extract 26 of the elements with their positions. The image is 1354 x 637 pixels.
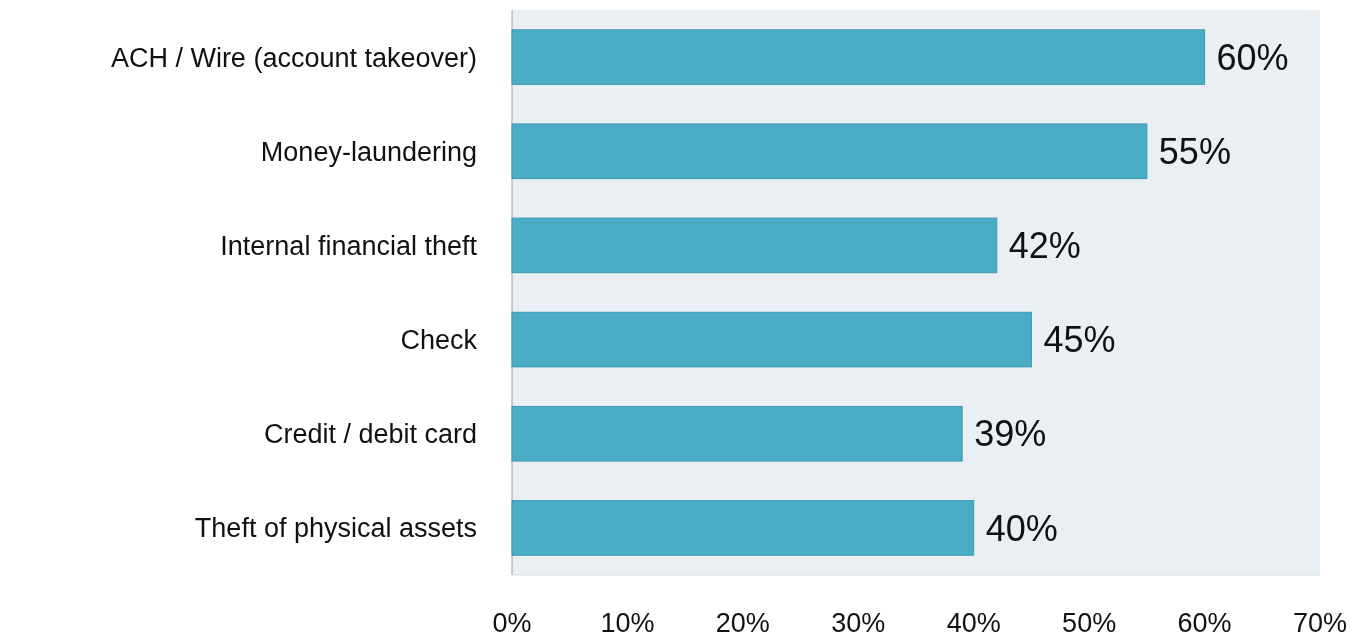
bar — [511, 123, 1148, 180]
data-label: 39% — [974, 413, 1047, 455]
y-tick-label: ACH / Wire (account takeover) — [110, 42, 477, 73]
data-label: 45% — [1043, 319, 1116, 361]
bar — [511, 500, 975, 556]
x-tick-label: 10% — [600, 608, 655, 637]
y-tick-label: Theft of physical assets — [194, 513, 477, 544]
x-tick-label: 70% — [1292, 608, 1348, 637]
x-tick-label: 30% — [831, 608, 886, 637]
x-tick-label: 40% — [946, 608, 1001, 637]
x-tick-label: 0% — [492, 608, 532, 637]
data-label: 40% — [985, 507, 1058, 549]
data-label: 55% — [1158, 130, 1231, 172]
y-tick-label: Check — [400, 325, 478, 356]
x-tick-label: 60% — [1177, 608, 1232, 637]
x-tick-label: 50% — [1062, 608, 1117, 637]
x-tick-label: 20% — [715, 608, 770, 637]
bar — [511, 311, 1032, 368]
bar — [511, 217, 998, 274]
bar — [511, 29, 1206, 85]
y-tick-label: Internal financial theft — [220, 230, 478, 261]
data-label: 60% — [1216, 36, 1289, 78]
data-label: 42% — [1008, 225, 1081, 267]
y-tick-label: Credit / debit card — [263, 419, 477, 450]
bar — [511, 405, 963, 462]
y-tick-label: Money-laundering — [260, 136, 477, 167]
